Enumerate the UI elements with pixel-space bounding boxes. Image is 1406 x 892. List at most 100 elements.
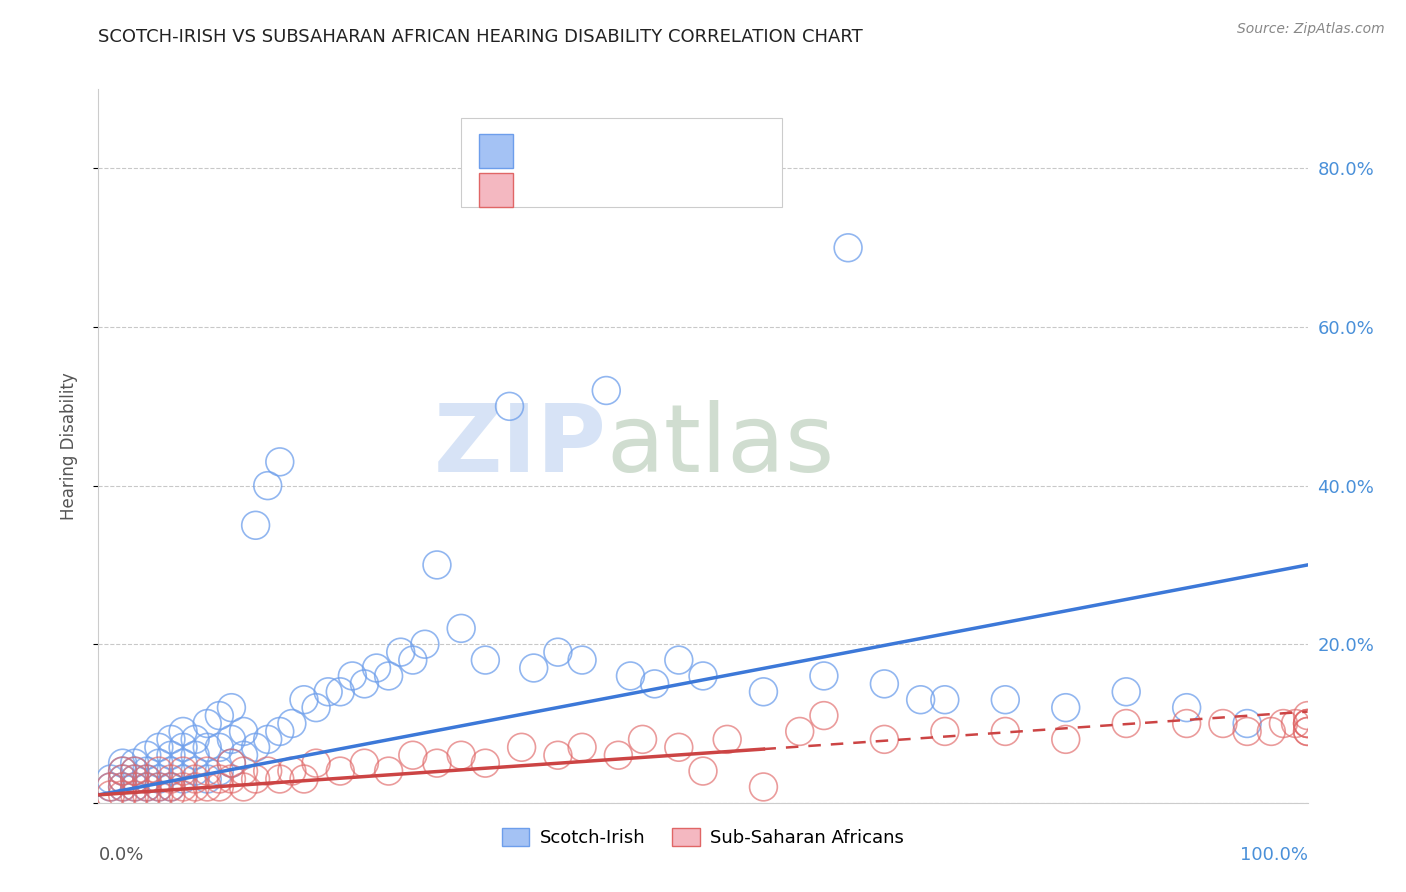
Point xyxy=(256,732,278,747)
Point xyxy=(1175,700,1198,714)
Point xyxy=(232,764,254,778)
Point xyxy=(644,677,666,691)
Point xyxy=(111,788,134,802)
FancyBboxPatch shape xyxy=(479,173,513,207)
Point xyxy=(450,621,472,635)
Point xyxy=(426,756,449,771)
Point xyxy=(474,756,496,771)
Point xyxy=(269,455,291,469)
Point xyxy=(208,764,231,778)
Text: R =: R = xyxy=(527,177,567,194)
Text: 100.0%: 100.0% xyxy=(1240,846,1308,863)
Point xyxy=(195,716,218,731)
Point xyxy=(124,780,146,794)
Point xyxy=(135,788,157,802)
Point xyxy=(160,732,183,747)
Point xyxy=(1236,724,1258,739)
Point xyxy=(135,772,157,786)
Point xyxy=(619,669,641,683)
Text: 0.365: 0.365 xyxy=(578,177,636,194)
Point xyxy=(474,653,496,667)
Point xyxy=(994,724,1017,739)
Text: N =: N = xyxy=(666,177,707,194)
Point xyxy=(160,772,183,786)
Point xyxy=(607,748,630,763)
Point xyxy=(232,780,254,794)
Point xyxy=(184,772,207,786)
Point xyxy=(1296,716,1319,731)
Point xyxy=(1260,724,1282,739)
Point xyxy=(221,732,243,747)
Point xyxy=(752,685,775,699)
Point xyxy=(353,756,375,771)
Point xyxy=(111,764,134,778)
Point xyxy=(111,764,134,778)
Point xyxy=(160,748,183,763)
Point xyxy=(135,748,157,763)
Point xyxy=(994,692,1017,706)
Point xyxy=(813,708,835,723)
Point xyxy=(256,478,278,492)
Point xyxy=(281,764,304,778)
Point xyxy=(1115,716,1137,731)
Point xyxy=(1284,716,1306,731)
Text: SCOTCH-IRISH VS SUBSAHARAN AFRICAN HEARING DISABILITY CORRELATION CHART: SCOTCH-IRISH VS SUBSAHARAN AFRICAN HEARI… xyxy=(98,29,863,46)
Point xyxy=(172,764,194,778)
Point xyxy=(172,756,194,771)
Point xyxy=(135,772,157,786)
Point xyxy=(692,669,714,683)
Y-axis label: Hearing Disability: Hearing Disability xyxy=(59,372,77,520)
Point xyxy=(208,780,231,794)
Point xyxy=(523,661,546,675)
Point xyxy=(292,772,315,786)
Point xyxy=(195,780,218,794)
Point xyxy=(232,748,254,763)
Point xyxy=(172,740,194,755)
Text: 0.0%: 0.0% xyxy=(98,846,143,863)
Point xyxy=(221,700,243,714)
Point xyxy=(329,685,352,699)
Point xyxy=(789,724,811,739)
Point xyxy=(172,772,194,786)
Point xyxy=(1054,732,1077,747)
Point xyxy=(111,772,134,786)
Point xyxy=(124,756,146,771)
Point xyxy=(450,748,472,763)
Point xyxy=(668,653,690,667)
Text: R =: R = xyxy=(527,137,567,156)
Point xyxy=(934,692,956,706)
Point xyxy=(221,772,243,786)
Point xyxy=(148,788,170,802)
Point xyxy=(426,558,449,572)
Point xyxy=(910,692,932,706)
Point xyxy=(184,732,207,747)
Point xyxy=(148,740,170,755)
Point xyxy=(184,748,207,763)
Point xyxy=(124,788,146,802)
Point xyxy=(281,716,304,731)
Text: N =: N = xyxy=(666,137,707,156)
Point xyxy=(269,724,291,739)
Point xyxy=(100,772,122,786)
Point xyxy=(571,740,593,755)
Point xyxy=(111,780,134,794)
Point xyxy=(124,764,146,778)
Point xyxy=(510,740,533,755)
Point xyxy=(208,708,231,723)
Point xyxy=(160,780,183,794)
Point xyxy=(752,780,775,794)
Point xyxy=(160,764,183,778)
Legend: Scotch-Irish, Sub-Saharan Africans: Scotch-Irish, Sub-Saharan Africans xyxy=(495,821,911,855)
Point xyxy=(402,653,425,667)
Point xyxy=(402,748,425,763)
Point xyxy=(934,724,956,739)
Point xyxy=(1296,724,1319,739)
Point xyxy=(172,724,194,739)
Point xyxy=(148,780,170,794)
Point xyxy=(716,732,738,747)
Point xyxy=(100,780,122,794)
Point xyxy=(172,780,194,794)
Point xyxy=(256,764,278,778)
Point xyxy=(100,788,122,802)
Point xyxy=(135,780,157,794)
